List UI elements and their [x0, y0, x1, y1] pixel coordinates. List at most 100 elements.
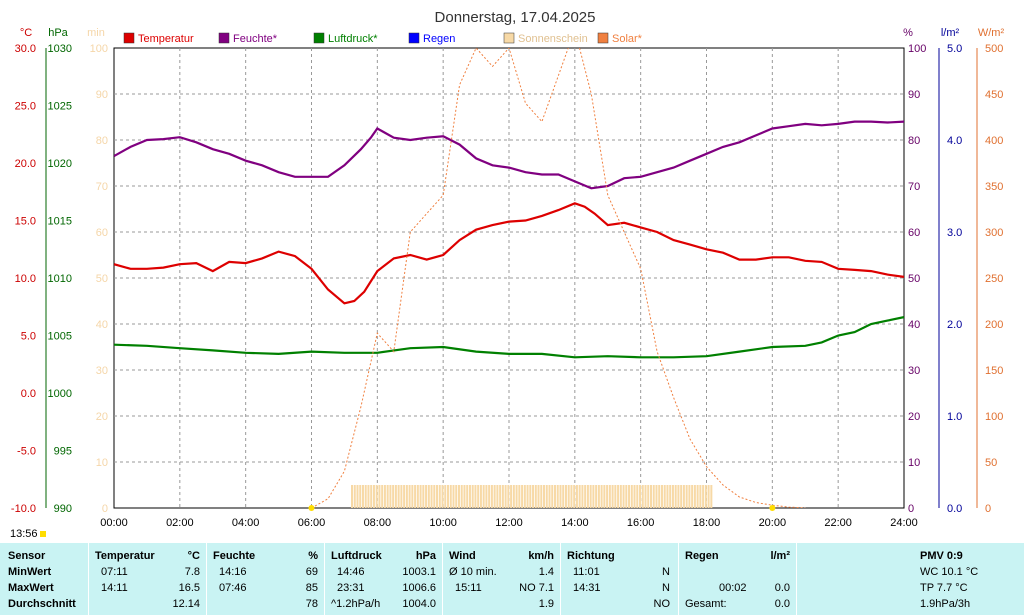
sunshine-tick-label: 70: [96, 181, 108, 193]
x-tick-label: 10:00: [429, 517, 457, 529]
legend-swatch: [123, 32, 135, 44]
sunshine-bar: [564, 485, 567, 508]
stats-header-pmv: PMV 0:9: [920, 550, 963, 562]
legend-item: Regen: [408, 32, 455, 45]
stats-cell: 11:01: [573, 566, 600, 578]
sunshine-bar: [482, 485, 485, 508]
stats-cell: 1006.6: [402, 582, 436, 594]
stats-cell: 7.8: [184, 566, 200, 578]
stats-cell: 00:02: [719, 582, 747, 594]
sunshine-bar: [674, 485, 677, 508]
sunshine-bar: [537, 485, 540, 508]
sunshine-bar: [383, 485, 386, 508]
sunshine-bar: [367, 485, 370, 508]
sunshine-bar: [468, 485, 471, 508]
x-tick-label: 00:00: [100, 517, 128, 529]
legend-item: Sonnenschein: [503, 32, 588, 45]
sunshine-bar: [649, 485, 652, 508]
sunshine-bar: [488, 485, 491, 508]
pressure-tick-label: 1005: [48, 331, 72, 343]
sunshine-bar: [356, 485, 359, 508]
sunshine-bar: [441, 485, 444, 508]
solar-tick-label: 300: [985, 227, 1003, 239]
sunshine-bar: [696, 485, 699, 508]
legend-swatch: [408, 32, 420, 44]
sunshine-bar: [622, 485, 625, 508]
sunshine-bar: [430, 485, 433, 508]
sunshine-bar: [526, 485, 529, 508]
sunshine-bar: [652, 485, 655, 508]
time-marker: [40, 531, 46, 537]
x-tick-label: 12:00: [495, 517, 523, 529]
stats-cell: 78: [305, 598, 318, 610]
stats-cell: NO 7.1: [519, 582, 554, 594]
stats-header-rain: Regen: [685, 550, 719, 562]
sunshine-bar: [603, 485, 606, 508]
solar-tick-label: 350: [985, 181, 1003, 193]
stats-header-temp-unit: °C: [187, 550, 200, 562]
solar-tick-label: 150: [985, 365, 1003, 377]
stats-header-wind: Wind: [449, 550, 476, 562]
sunshine-bar: [619, 485, 622, 508]
sunshine-bar: [553, 485, 556, 508]
humidity-tick-label: 60: [908, 227, 920, 239]
sunshine-bar: [543, 485, 546, 508]
stats-header-rain-unit: l/m²: [770, 550, 790, 562]
sunshine-bar: [680, 485, 683, 508]
sunshine-bar: [660, 485, 663, 508]
sunshine-bar: [455, 485, 458, 508]
stats-cell: 0.0: [774, 582, 790, 594]
sunshine-bar: [581, 485, 584, 508]
sunshine-bar: [663, 485, 666, 508]
sunshine-bar: [507, 485, 510, 508]
sunshine-bar: [378, 485, 381, 508]
solar-tick-label: 100: [985, 411, 1003, 423]
axis-unit-label: min: [87, 27, 105, 39]
legend-label: Regen: [423, 33, 455, 45]
stats-cell: ^1.2hPa/h: [331, 598, 381, 610]
sunshine-bar: [504, 485, 507, 508]
stats-header-press: Luftdruck: [331, 550, 382, 562]
stats-header-hum-unit: %: [308, 550, 318, 562]
stats-cell: 1.4: [538, 566, 554, 578]
temp-tick-label: 30.0: [15, 43, 36, 55]
stats-cell: 15:11: [455, 582, 482, 594]
sunshine-tick-label: 60: [96, 227, 108, 239]
sunshine-bar: [372, 485, 375, 508]
sunshine-bar: [682, 485, 685, 508]
x-tick-label: 06:00: [298, 517, 326, 529]
sunshine-bar: [608, 485, 611, 508]
legend-label: Sonnenschein: [518, 33, 588, 45]
stats-cell: 14:16: [219, 566, 247, 578]
sunshine-tick-label: 20: [96, 411, 108, 423]
temp-tick-label: -10.0: [11, 503, 36, 515]
grid: [114, 48, 904, 508]
temp-tick-label: -5.0: [17, 446, 36, 458]
legend-label: Solar*: [612, 33, 643, 45]
sunshine-bar: [570, 485, 573, 508]
stats-cell: 1003.1: [402, 566, 436, 578]
stats-cell: 07:46: [219, 582, 247, 594]
stats-header-wind-unit: km/h: [528, 550, 554, 562]
sunshine-bar: [688, 485, 691, 508]
sunshine-bar: [490, 485, 493, 508]
series-line-feuchte: [114, 120, 904, 190]
humidity-tick-label: 30: [908, 365, 920, 377]
sunshine-bar: [556, 485, 559, 508]
sunshine-bar: [655, 485, 658, 508]
sunshine-bar: [359, 485, 362, 508]
sunshine-bar: [523, 485, 526, 508]
sunshine-bar: [699, 485, 702, 508]
stats-cell: 14:11: [101, 582, 128, 594]
sunshine-bar: [422, 485, 425, 508]
sunshine-bar: [364, 485, 367, 508]
stats-cell: N: [662, 582, 670, 594]
series-line-temperatur: [114, 202, 904, 305]
sunshine-bar: [625, 485, 628, 508]
sunshine-bar: [414, 485, 417, 508]
legend-swatch: [597, 32, 609, 44]
humidity-tick-label: 10: [908, 457, 920, 469]
sunshine-bar: [433, 485, 436, 508]
humidity-tick-label: 50: [908, 273, 920, 285]
sunshine-bar: [499, 485, 502, 508]
